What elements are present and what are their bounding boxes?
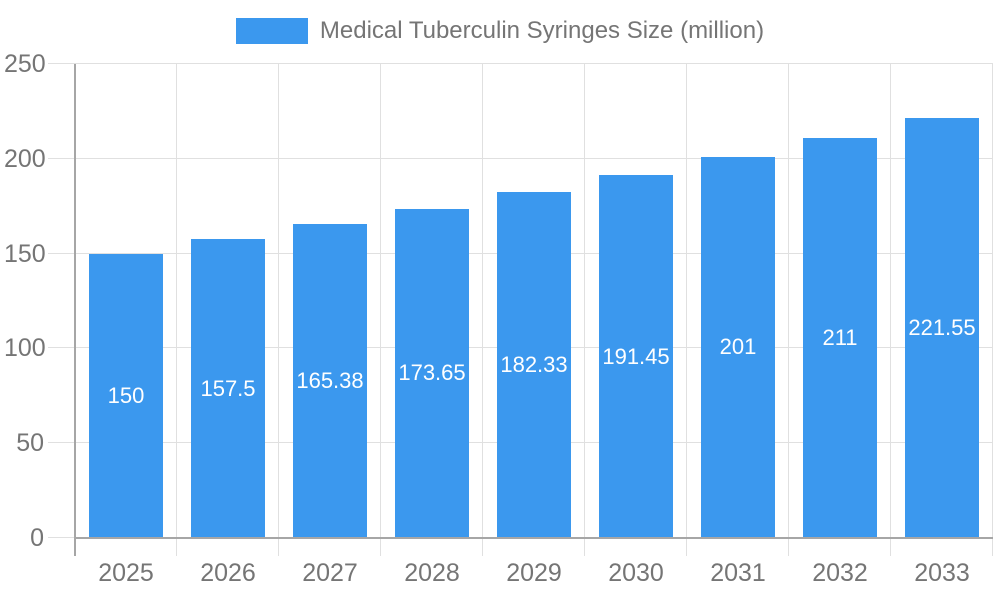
x-tick-label: 2028 <box>404 559 460 587</box>
bar-value-label: 191.45 <box>602 343 670 369</box>
x-axis-tick <box>380 538 381 556</box>
gridline-vertical <box>482 64 483 538</box>
x-axis-tick <box>686 538 687 556</box>
gridline-vertical <box>584 64 585 538</box>
x-tick-label: 2027 <box>302 559 358 587</box>
x-tick-label: 2032 <box>812 559 868 587</box>
bar-value-label: 157.5 <box>200 375 256 401</box>
y-axis-tick <box>48 63 75 64</box>
bar-value-label: 165.38 <box>296 368 364 394</box>
gridline-horizontal <box>75 157 993 159</box>
y-axis-tick <box>48 157 75 159</box>
x-axis-tick <box>482 538 483 556</box>
bar-2030 <box>599 175 673 538</box>
gridline-vertical <box>278 64 279 538</box>
bar-2028 <box>395 208 469 538</box>
bar-value-label: 150 <box>107 382 145 408</box>
x-axis-tick <box>278 538 279 556</box>
bar-2027 <box>293 224 367 538</box>
y-tick-label: 100 <box>4 334 46 363</box>
x-axis-tick <box>992 538 993 556</box>
legend-label: Medical Tuberculin Syringes Size (millio… <box>319 17 765 44</box>
bar-2026 <box>191 239 265 538</box>
gridline-vertical <box>176 64 177 538</box>
gridline-vertical <box>380 64 381 538</box>
bar-value-label: 211 <box>822 324 858 350</box>
y-axis-tick <box>48 347 75 349</box>
x-axis-tick <box>890 538 891 556</box>
bar-value-label: 182.33 <box>500 352 568 378</box>
x-tick-label: 2033 <box>914 559 970 587</box>
x-tick-label: 2025 <box>98 559 154 587</box>
x-tick-label: 2026 <box>200 559 256 587</box>
y-axis-tick <box>48 252 75 254</box>
x-tick-label: 2031 <box>710 559 766 587</box>
y-axis-tick <box>48 537 75 538</box>
bar-value-label: 201 <box>719 334 757 360</box>
bar-2033 <box>905 117 979 538</box>
x-axis-tick <box>788 538 789 556</box>
gridline-vertical <box>686 64 687 538</box>
x-tick-label: 2030 <box>608 559 664 587</box>
legend-swatch <box>235 18 308 44</box>
gridline-vertical <box>992 64 993 538</box>
y-tick-label: 250 <box>4 50 46 78</box>
bar-2025 <box>89 253 163 538</box>
y-axis-tick <box>48 442 75 444</box>
legend-item[interactable]: Medical Tuberculin Syringes Size (millio… <box>0 17 1000 45</box>
bar-value-label: 221.55 <box>908 314 976 340</box>
x-axis-tick <box>584 538 585 556</box>
bar-2031 <box>701 156 775 538</box>
gridline-horizontal <box>75 63 993 64</box>
gridline-vertical <box>788 64 789 538</box>
y-tick-label: 0 <box>30 524 44 552</box>
x-axis-line <box>74 537 993 539</box>
y-tick-label: 150 <box>4 239 46 268</box>
bar-2032 <box>803 137 877 538</box>
y-axis-line <box>74 64 76 556</box>
y-tick-label: 200 <box>4 144 46 173</box>
y-tick-label: 50 <box>16 429 44 458</box>
bar-value-label: 173.65 <box>398 360 466 386</box>
x-tick-label: 2029 <box>506 559 562 587</box>
gridline-vertical <box>890 64 891 538</box>
bar-2029 <box>497 192 571 538</box>
x-axis-tick <box>176 538 177 556</box>
